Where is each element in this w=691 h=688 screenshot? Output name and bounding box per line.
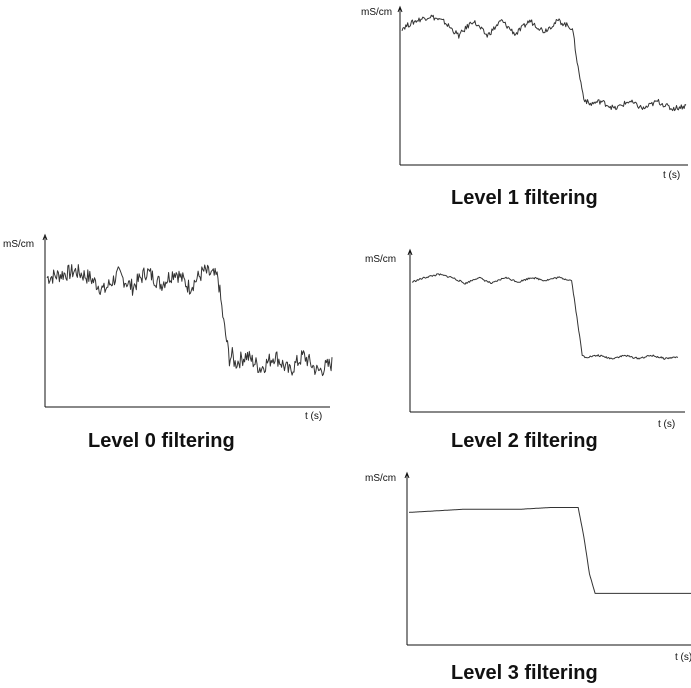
chart-level-1-axes: mS/cm t (s) — [361, 5, 688, 181]
chart-level-3-caption: Level 3 filtering — [451, 662, 598, 684]
series-line — [401, 14, 687, 112]
series-line — [411, 273, 679, 360]
chart-level-2-plot: mS/cm t (s) — [365, 248, 685, 430]
chart-level-2: mS/cm t (s) Level 2 filtering — [360, 246, 691, 456]
y-axis-label: mS/cm — [365, 254, 396, 265]
chart-level-3-plot: mS/cm t (s) — [365, 471, 691, 663]
x-axis-label: t (s) — [663, 170, 680, 181]
chart-level-0-axes: mS/cm t (s) — [3, 233, 330, 422]
y-axis-label: mS/cm — [3, 239, 34, 250]
series-line — [46, 264, 333, 377]
series-line — [408, 507, 691, 594]
chart-level-0-plot: mS/cm t (s) — [3, 233, 333, 422]
x-axis-label: t (s) — [658, 419, 675, 430]
y-axis-arrow — [407, 248, 413, 256]
y-axis-label: mS/cm — [361, 7, 392, 18]
chart-level-0-caption: Level 0 filtering — [88, 430, 235, 452]
y-axis-arrow — [42, 233, 48, 241]
y-axis-arrow — [397, 5, 403, 13]
chart-level-2-caption: Level 2 filtering — [451, 430, 598, 452]
chart-level-3: mS/cm t (s) Level 3 filtering — [360, 470, 691, 688]
x-axis-label: t (s) — [305, 411, 322, 422]
chart-level-1-plot: mS/cm t (s) — [361, 5, 688, 181]
chart-level-0: mS/cm t (s) Level 0 filtering — [0, 232, 340, 472]
chart-level-2-axes: mS/cm t (s) — [365, 248, 685, 430]
y-axis-label: mS/cm — [365, 473, 396, 484]
x-axis-label: t (s) — [675, 652, 691, 663]
chart-level-1: mS/cm t (s) Level 1 filtering — [350, 0, 691, 215]
y-axis-arrow — [404, 471, 410, 479]
chart-level-3-axes: mS/cm t (s) — [365, 471, 691, 663]
chart-level-1-caption: Level 1 filtering — [451, 187, 598, 209]
